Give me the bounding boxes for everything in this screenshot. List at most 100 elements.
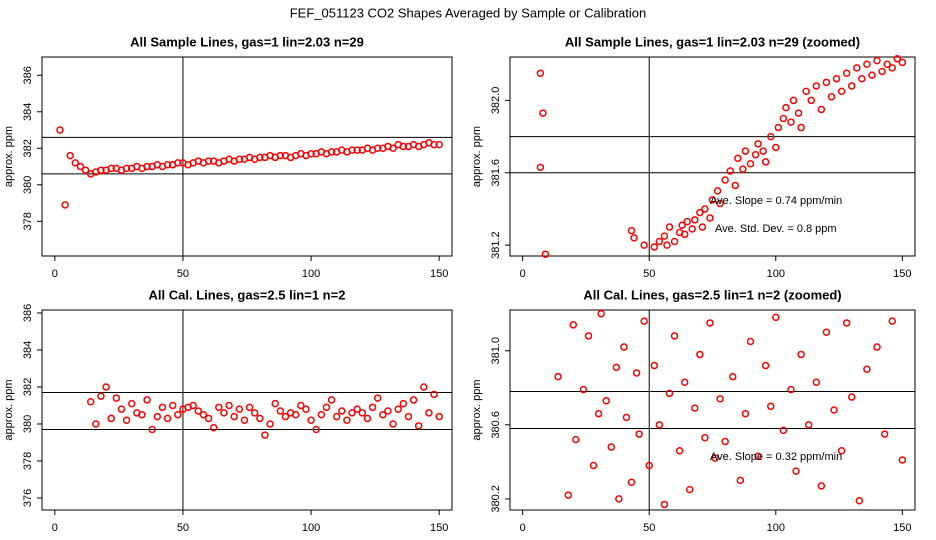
point xyxy=(858,74,866,83)
point xyxy=(746,337,755,346)
point xyxy=(863,365,871,374)
point xyxy=(766,402,775,411)
x-tick-label: 50 xyxy=(643,522,655,534)
point xyxy=(414,422,423,430)
point xyxy=(774,123,783,132)
point xyxy=(766,132,775,141)
annotation: Ave. Std. Dev. = 0.8 ppm xyxy=(715,223,837,235)
point xyxy=(721,176,729,184)
point xyxy=(706,319,714,327)
point xyxy=(779,426,788,435)
point xyxy=(761,361,770,370)
point xyxy=(802,87,810,96)
point xyxy=(883,60,891,68)
point xyxy=(741,409,750,418)
x-tick-label: 50 xyxy=(177,268,189,280)
point xyxy=(797,350,805,359)
point xyxy=(731,181,740,190)
point xyxy=(726,167,734,175)
point xyxy=(645,461,653,470)
point xyxy=(837,87,846,96)
point xyxy=(772,313,780,322)
y-tick-label: 381.6 xyxy=(490,159,502,187)
point xyxy=(358,409,367,417)
point xyxy=(276,407,285,415)
point xyxy=(230,412,238,421)
x-tick-label: 150 xyxy=(893,268,911,280)
y-tick-label: 378 xyxy=(22,212,34,230)
point xyxy=(650,243,659,251)
y-axis-label: approx. ppm xyxy=(471,379,483,440)
point xyxy=(706,214,714,222)
y-tick-label: 381.0 xyxy=(490,337,502,365)
point xyxy=(348,146,356,154)
y-axis-label: approx. ppm xyxy=(3,126,15,187)
point xyxy=(215,403,223,412)
point xyxy=(291,410,300,419)
point xyxy=(685,485,694,494)
point xyxy=(122,416,131,425)
point xyxy=(873,343,881,351)
point xyxy=(660,232,669,240)
point xyxy=(541,250,550,258)
point xyxy=(435,412,443,421)
point xyxy=(327,148,336,156)
point xyxy=(56,126,64,134)
point xyxy=(384,407,392,415)
point xyxy=(250,409,259,417)
point xyxy=(741,147,750,155)
point xyxy=(754,140,762,148)
point xyxy=(420,383,428,391)
panel-title: All Sample Lines, gas=1 lin=2.03 n=29 (z… xyxy=(565,34,860,49)
point xyxy=(564,491,572,499)
point xyxy=(751,150,760,159)
point xyxy=(873,56,881,65)
point xyxy=(696,208,704,217)
point xyxy=(716,199,724,208)
point xyxy=(632,369,641,377)
point xyxy=(189,401,197,410)
point xyxy=(640,241,648,249)
point xyxy=(868,71,876,79)
point xyxy=(594,409,603,418)
point xyxy=(276,151,285,160)
x-tick-label: 0 xyxy=(520,268,526,280)
y-tick-label: 386 xyxy=(22,304,34,322)
x-tick-label: 0 xyxy=(52,522,58,534)
point xyxy=(660,500,669,509)
point xyxy=(827,93,836,101)
point xyxy=(332,412,341,421)
point xyxy=(650,361,659,370)
point xyxy=(163,160,172,169)
point xyxy=(338,407,346,415)
point xyxy=(379,410,387,419)
y-tick-label: 380 xyxy=(22,176,34,194)
point xyxy=(368,403,377,412)
point xyxy=(425,409,433,417)
point xyxy=(71,159,80,167)
point xyxy=(373,394,382,402)
y-tick-label: 384 xyxy=(22,103,34,121)
point xyxy=(389,144,397,153)
y-tick-label: 382.0 xyxy=(490,87,502,115)
point xyxy=(665,223,674,231)
point xyxy=(66,151,74,160)
point xyxy=(787,118,795,126)
point xyxy=(655,421,664,429)
point xyxy=(597,309,605,318)
point xyxy=(898,456,907,464)
point xyxy=(847,82,856,90)
point xyxy=(363,414,372,423)
point xyxy=(117,405,126,413)
point xyxy=(688,225,696,233)
point xyxy=(787,385,795,394)
point xyxy=(691,404,699,412)
point xyxy=(353,146,361,154)
point xyxy=(670,332,679,340)
point xyxy=(107,164,115,173)
point xyxy=(112,394,121,402)
point xyxy=(698,223,707,231)
point xyxy=(620,343,628,351)
y-axis-label: approx. ppm xyxy=(3,379,15,440)
